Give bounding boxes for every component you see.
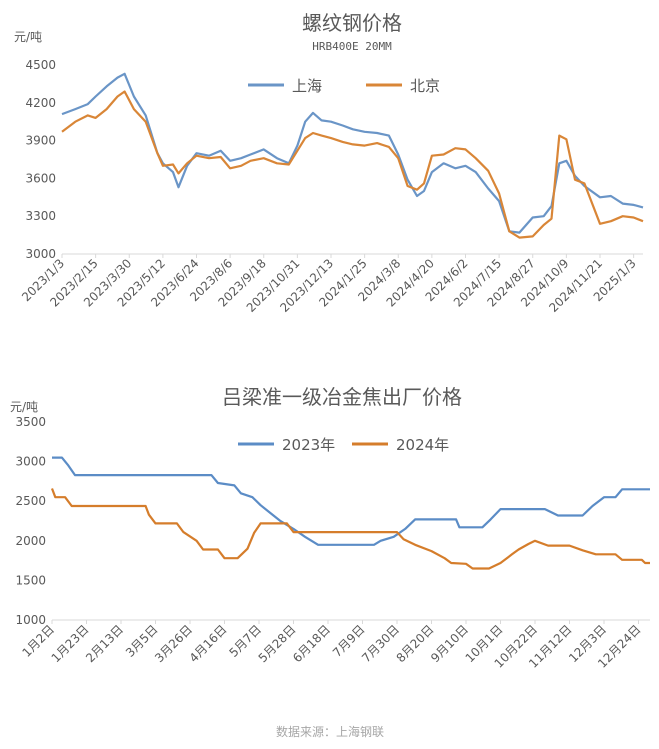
series-line-0 bbox=[61, 72, 644, 234]
legend-label-2024: 2024年 bbox=[396, 436, 449, 454]
series-line-0 bbox=[52, 456, 650, 546]
rebar-price-chart: 螺纹钢价格 HRB400E 20MM 元/吨 上海 北京 3000 3300 360… bbox=[14, 11, 644, 315]
y-tick-label: 1000 bbox=[15, 613, 46, 627]
chart1-series bbox=[61, 72, 644, 239]
chart2-y-axis-label: 元/吨 bbox=[10, 400, 38, 414]
chart1-y-axis-label: 元/吨 bbox=[14, 30, 42, 44]
y-tick-label: 3600 bbox=[25, 171, 56, 185]
y-tick-label: 4500 bbox=[25, 58, 56, 72]
y-tick-label: 3900 bbox=[25, 134, 56, 148]
coke-price-chart: 吕梁准一级冶金焦出厂价格 元/吨 2023年 2024年 1000 1500 200… bbox=[10, 385, 650, 671]
chart1-legend: 上海 北京 bbox=[248, 77, 440, 95]
y-tick-label: 4200 bbox=[25, 96, 56, 110]
y-tick-label: 3300 bbox=[25, 209, 56, 223]
chart1-subtitle: HRB400E 20MM bbox=[312, 40, 392, 53]
chart1-x-ticks: 2023/1/32023/2/152023/3/302023/5/122023/… bbox=[19, 254, 639, 315]
y-tick-label: 2500 bbox=[15, 494, 46, 508]
x-tick-label: 6月18日 bbox=[290, 622, 333, 665]
series-line-1 bbox=[61, 90, 644, 239]
y-tick-label: 3500 bbox=[15, 415, 46, 429]
legend-label-beijing: 北京 bbox=[410, 77, 440, 95]
y-tick-label: 1500 bbox=[15, 573, 46, 587]
legend-label-shanghai: 上海 bbox=[292, 77, 322, 95]
data-source-note: 数据来源：上海钢联 bbox=[276, 724, 384, 739]
y-tick-label: 2000 bbox=[15, 534, 46, 548]
series-line-1 bbox=[50, 488, 650, 570]
chart2-legend: 2023年 2024年 bbox=[238, 436, 449, 454]
chart2-series bbox=[50, 456, 650, 570]
chart1-y-ticks: 3000 3300 3600 3900 4200 4500 bbox=[25, 58, 56, 261]
x-tick-label: 4月16日 bbox=[187, 622, 230, 665]
y-tick-label: 3000 bbox=[15, 455, 46, 469]
chart2-x-ticks: 1月2日1月23日2月13日3月5日3月26日4月16日5月7日5月28日6月1… bbox=[19, 620, 644, 671]
chart2-y-ticks: 1000 1500 2000 2500 3000 3500 bbox=[15, 415, 46, 627]
x-tick-label: 2月13日 bbox=[83, 622, 126, 665]
chart1-title: 螺纹钢价格 bbox=[302, 11, 402, 35]
legend-label-2023: 2023年 bbox=[282, 436, 335, 454]
y-tick-label: 3000 bbox=[25, 247, 56, 261]
chart2-title: 吕梁准一级冶金焦出厂价格 bbox=[222, 385, 462, 409]
